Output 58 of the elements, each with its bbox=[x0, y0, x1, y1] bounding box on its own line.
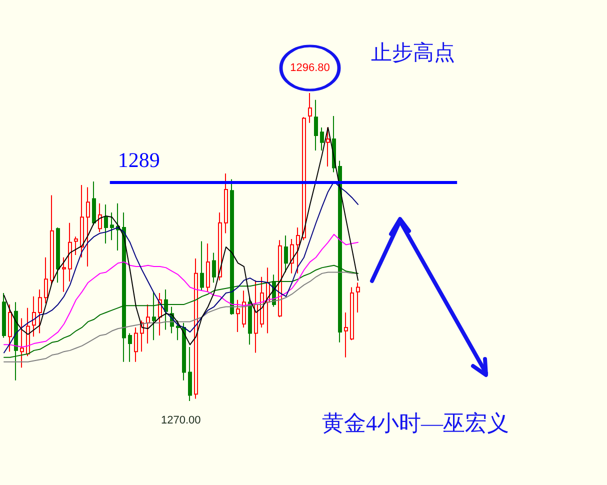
candlestick bbox=[122, 212, 126, 362]
candlestick bbox=[356, 282, 360, 314]
candlestick bbox=[86, 186, 90, 268]
candlestick bbox=[98, 202, 102, 233]
candlestick bbox=[308, 92, 312, 124]
candlestick bbox=[14, 302, 18, 381]
candlestick bbox=[200, 240, 204, 292]
candlestick bbox=[218, 212, 222, 281]
candlestick bbox=[8, 304, 12, 352]
candlestick bbox=[2, 292, 6, 338]
candlestick bbox=[164, 289, 168, 330]
candlestick bbox=[50, 194, 54, 286]
candlestick bbox=[26, 307, 30, 357]
candlestick bbox=[242, 290, 246, 328]
candlestick bbox=[56, 226, 60, 284]
candlestick bbox=[212, 252, 216, 284]
candlestick bbox=[68, 222, 72, 282]
candlestick bbox=[74, 236, 78, 256]
candlestick bbox=[302, 116, 306, 241]
candlestick bbox=[194, 258, 198, 400]
candlestick bbox=[296, 226, 300, 274]
candlestick bbox=[134, 326, 138, 362]
candlestick bbox=[248, 297, 252, 346]
candlestick bbox=[230, 178, 234, 316]
candlestick bbox=[314, 99, 318, 151]
candlestick bbox=[128, 332, 132, 362]
text: 止步高点 bbox=[371, 40, 455, 64]
annotation: 1296.80 bbox=[290, 62, 330, 74]
candlestick bbox=[320, 126, 324, 151]
candlestick bbox=[344, 312, 348, 358]
text: 1270.00 bbox=[161, 414, 201, 426]
candlestick bbox=[236, 299, 240, 333]
candlestick bbox=[92, 180, 96, 226]
candlestick bbox=[338, 160, 342, 343]
text: 黄金4小时—巫宏义 bbox=[322, 410, 509, 436]
candlestick bbox=[110, 212, 114, 241]
ref-line-label: 1289 bbox=[118, 148, 160, 172]
candlestick bbox=[152, 291, 156, 341]
candlestick bbox=[284, 235, 288, 273]
candlestick bbox=[44, 256, 48, 304]
candlestick bbox=[350, 286, 354, 341]
candlestick bbox=[176, 320, 180, 341]
candlestick bbox=[116, 202, 120, 251]
candlestick bbox=[278, 240, 282, 318]
candlestick bbox=[38, 289, 42, 334]
candlestick bbox=[104, 204, 108, 244]
candlestick bbox=[290, 238, 294, 274]
candlestick bbox=[188, 346, 192, 402]
candlestick bbox=[32, 296, 36, 338]
candlestick bbox=[224, 172, 228, 234]
candlestick bbox=[206, 243, 210, 292]
candlestick bbox=[20, 318, 24, 368]
candlestick bbox=[326, 126, 330, 168]
candlestick bbox=[62, 256, 66, 292]
candlestick bbox=[254, 280, 258, 354]
candlestick bbox=[146, 304, 150, 344]
candlestick bbox=[80, 184, 84, 258]
candlestick bbox=[182, 322, 186, 381]
